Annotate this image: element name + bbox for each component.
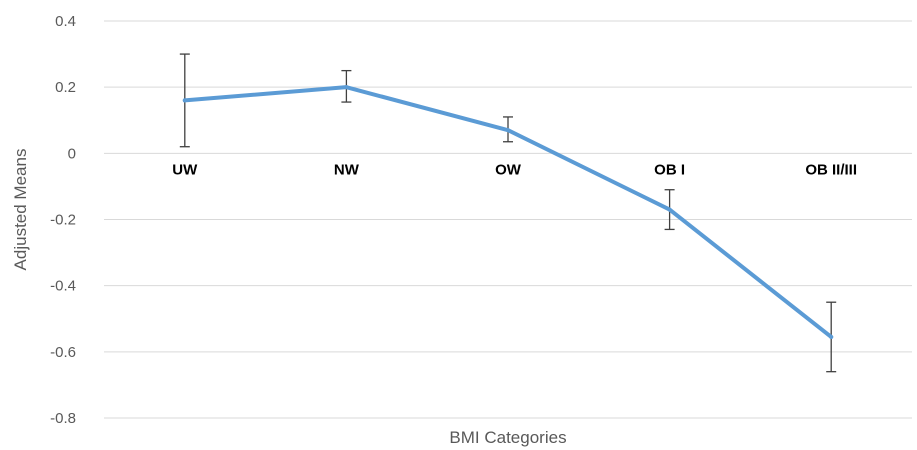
category-label: OB II/III xyxy=(805,161,857,178)
x-axis-title: BMI Categories xyxy=(449,428,566,447)
data-point xyxy=(344,85,349,90)
data-point xyxy=(829,334,834,339)
gridlines xyxy=(104,20,912,419)
y-tick-label: -0.4 xyxy=(50,278,76,295)
y-tick-label: 0 xyxy=(68,145,76,162)
y-axis-ticks: 0.4 0.2 0 -0.2 -0.4 -0.6 -0.8 xyxy=(50,13,76,427)
y-tick-label: 0.2 xyxy=(55,79,76,96)
y-tick-label: -0.2 xyxy=(50,212,76,229)
y-tick-label: 0.4 xyxy=(55,13,76,30)
data-point xyxy=(506,128,510,133)
y-tick-label: -0.6 xyxy=(50,344,76,361)
category-label: OW xyxy=(495,161,522,178)
error-bars xyxy=(179,53,837,373)
category-label: NW xyxy=(334,161,360,178)
data-point xyxy=(667,207,672,212)
category-label: OB I xyxy=(654,161,685,178)
series-line xyxy=(182,85,834,339)
y-tick-label: -0.8 xyxy=(50,410,76,427)
category-labels: UW NW OW OB I OB II/III xyxy=(172,161,857,178)
y-axis-title: Adjusted Means xyxy=(11,149,30,271)
category-label: UW xyxy=(172,161,198,178)
data-point xyxy=(182,98,187,103)
